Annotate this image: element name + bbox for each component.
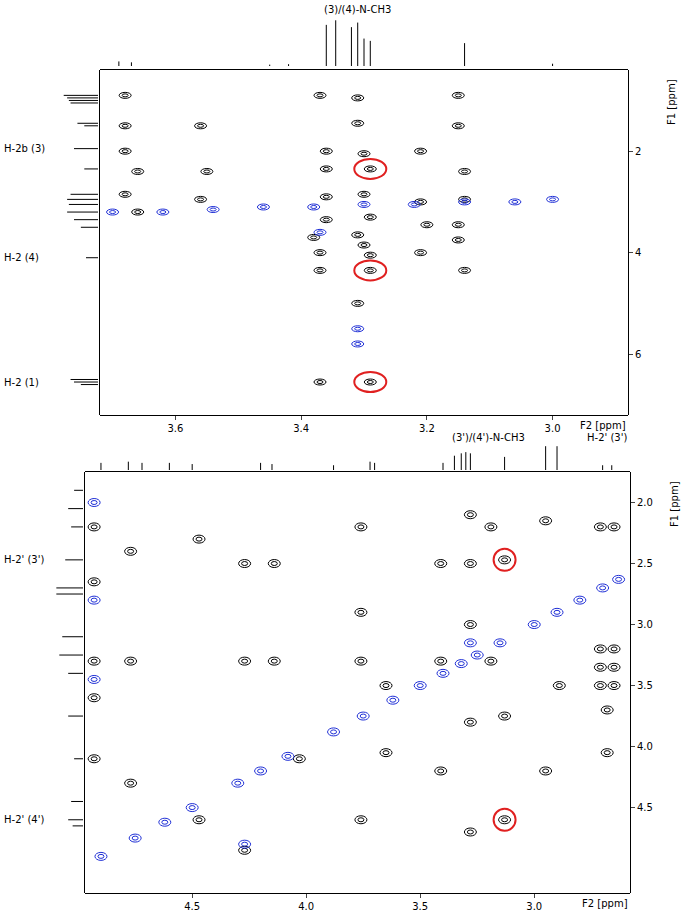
- svg-text:3.5: 3.5: [637, 680, 653, 691]
- svg-text:4.5: 4.5: [184, 901, 200, 912]
- svg-text:F2 [ppm]: F2 [ppm]: [582, 898, 628, 909]
- svg-text:4: 4: [635, 247, 641, 258]
- svg-text:3.5: 3.5: [412, 901, 428, 912]
- svg-text:F1 [ppm]: F1 [ppm]: [666, 79, 677, 125]
- svg-text:3.0: 3.0: [526, 901, 542, 912]
- svg-text:H-2' (3'): H-2' (3'): [4, 554, 44, 565]
- svg-text:3.4: 3.4: [293, 423, 309, 434]
- svg-text:4.5: 4.5: [637, 802, 653, 813]
- svg-text:3.0: 3.0: [545, 423, 561, 434]
- svg-text:4.0: 4.0: [637, 741, 653, 752]
- svg-text:3.2: 3.2: [419, 423, 435, 434]
- svg-text:F2 [ppm]: F2 [ppm]: [580, 420, 626, 431]
- svg-text:H-2 (1): H-2 (1): [4, 377, 39, 388]
- svg-text:2.0: 2.0: [637, 497, 653, 508]
- svg-text:6: 6: [635, 349, 641, 360]
- svg-text:H-2' (3'): H-2' (3'): [587, 432, 627, 443]
- svg-text:3.6: 3.6: [167, 423, 183, 434]
- svg-text:H-2' (4'): H-2' (4'): [4, 814, 44, 825]
- svg-text:(3')/(4')-N-CH3: (3')/(4')-N-CH3: [452, 432, 525, 443]
- svg-text:H-2 (4): H-2 (4): [4, 252, 39, 263]
- svg-text:2: 2: [635, 146, 641, 157]
- svg-text:(3)/(4)-N-CH3: (3)/(4)-N-CH3: [324, 4, 391, 15]
- svg-text:4.0: 4.0: [298, 901, 314, 912]
- svg-text:H-2b (3): H-2b (3): [4, 143, 45, 154]
- svg-text:2.5: 2.5: [637, 558, 653, 569]
- svg-text:F1 [ppm]: F1 [ppm]: [669, 481, 680, 527]
- svg-text:3.0: 3.0: [637, 619, 653, 630]
